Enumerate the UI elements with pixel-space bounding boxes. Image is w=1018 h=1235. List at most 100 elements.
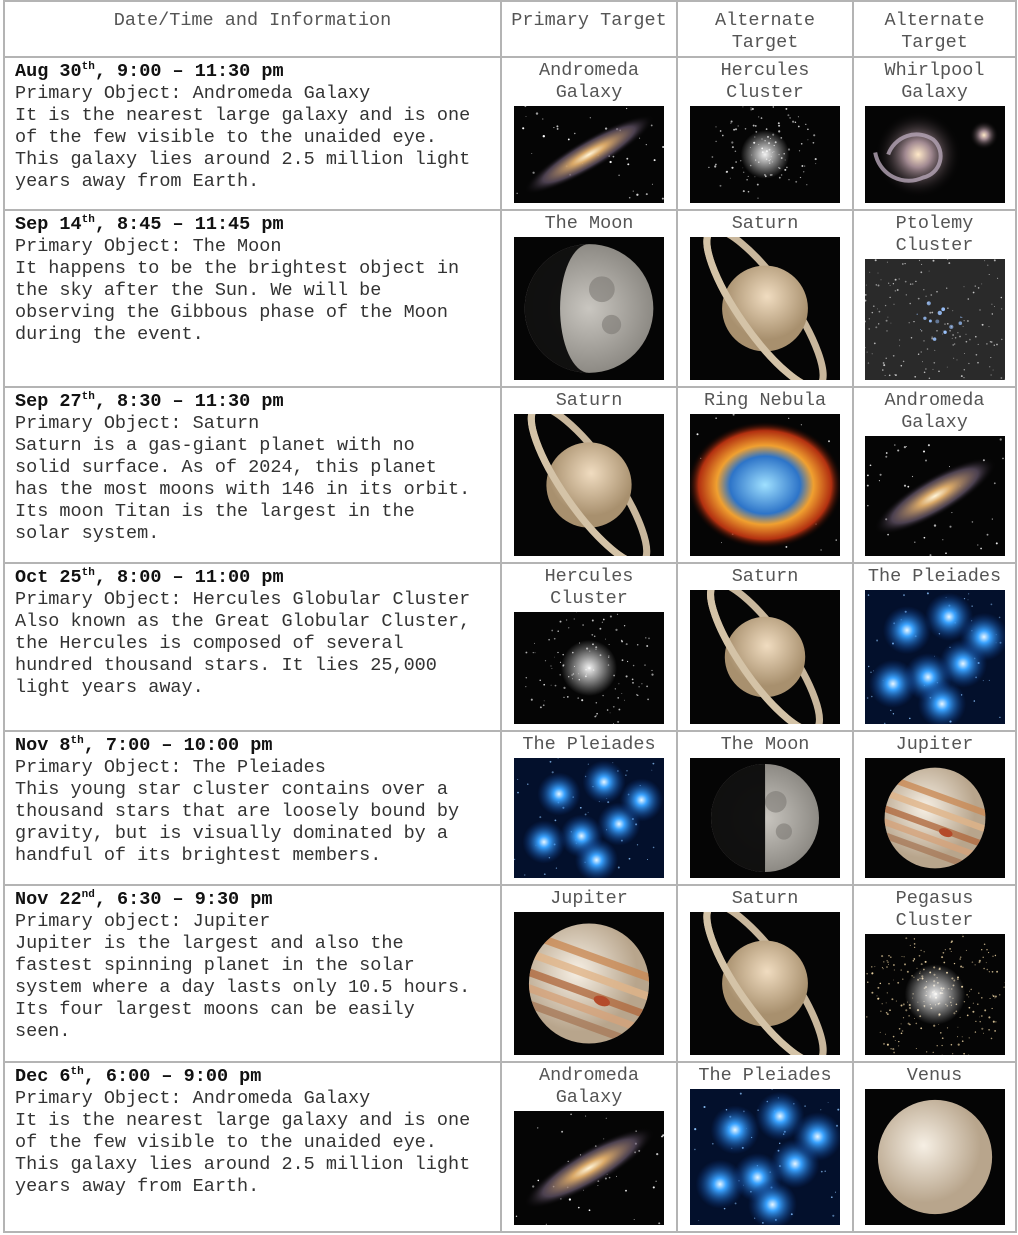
primary-object: Primary Object: The Pleiades — [15, 757, 500, 779]
date-ordinal: th — [82, 567, 95, 579]
target-cell: Jupiter — [853, 731, 1016, 885]
target-cell: The Moon — [501, 210, 677, 387]
description-line: Saturn is a gas-giant planet with no — [15, 435, 500, 457]
description-line: Its moon Titan is the largest in the — [15, 501, 500, 523]
target-image — [865, 436, 1005, 556]
description-line: observing the Gibbous phase of the Moon — [15, 302, 500, 324]
target-cell: Whirlpool Galaxy — [853, 57, 1016, 210]
target-image — [690, 237, 840, 380]
description-line: the sky after the Sun. We will be — [15, 280, 500, 302]
description-line: Its four largest moons can be easily — [15, 999, 500, 1021]
description-line: hundred thousand stars. It lies 25,000 — [15, 655, 500, 677]
date: Nov 8 — [15, 735, 71, 756]
description-line: Also known as the Great Globular Cluster… — [15, 611, 500, 633]
target-image — [690, 106, 840, 203]
target-label: The Pleiades — [854, 564, 1015, 588]
primary-object: Primary Object: Andromeda Galaxy — [15, 83, 500, 105]
description-line: seen. — [15, 1021, 500, 1043]
date-time: Sep 27th, 8:30 – 11:30 pm — [15, 391, 500, 413]
date: Dec 6 — [15, 1066, 71, 1087]
header-cell: Alternate Target — [677, 1, 853, 57]
target-image — [514, 758, 664, 878]
target-image — [514, 106, 664, 203]
primary-object: Primary object: Jupiter — [15, 911, 500, 933]
target-label: Jupiter — [854, 732, 1015, 756]
description-line: It is the nearest large galaxy and is on… — [15, 105, 500, 127]
target-image — [514, 414, 664, 556]
description-line: of the few visible to the unaided eye. — [15, 127, 500, 149]
target-image — [865, 1089, 1005, 1225]
description-line: years away from Earth. — [15, 171, 500, 193]
target-cell: Jupiter — [501, 885, 677, 1062]
target-label: Andromeda Galaxy — [502, 58, 676, 104]
time: , 7:00 – 10:00 pm — [84, 735, 273, 756]
date: Oct 25 — [15, 567, 82, 588]
description-line: Jupiter is the largest and also the — [15, 933, 500, 955]
target-cell: Saturn — [501, 387, 677, 563]
description-line: the Hercules is composed of several — [15, 633, 500, 655]
date-time: Sep 14th, 8:45 – 11:45 pm — [15, 214, 500, 236]
date-ordinal: th — [82, 391, 95, 403]
target-label: The Pleiades — [502, 732, 676, 756]
target-cell: Hercules Cluster — [501, 563, 677, 731]
date-ordinal: th — [82, 214, 95, 226]
description-line: of the few visible to the unaided eye. — [15, 1132, 500, 1154]
description-line: light years away. — [15, 677, 500, 699]
date: Nov 22 — [15, 889, 82, 910]
target-image — [690, 414, 840, 556]
target-label: Jupiter — [502, 886, 676, 910]
primary-object: Primary Object: Saturn — [15, 413, 500, 435]
primary-object: Primary Object: The Moon — [15, 236, 500, 258]
date-ordinal: th — [82, 61, 95, 73]
header-cell: Primary Target — [501, 1, 677, 57]
target-label: Hercules Cluster — [502, 564, 676, 610]
date-ordinal: th — [71, 735, 84, 747]
target-cell: Ptolemy Cluster — [853, 210, 1016, 387]
description-line: solid surface. As of 2024, this planet — [15, 457, 500, 479]
description-line: thousand stars that are loosely bound by — [15, 801, 500, 823]
target-cell: Ring Nebula — [677, 387, 853, 563]
description-line: solar system. — [15, 523, 500, 545]
description-line: It is the nearest large galaxy and is on… — [15, 1110, 500, 1132]
time: , 8:45 – 11:45 pm — [95, 214, 284, 235]
description-line: gravity, but is visually dominated by a — [15, 823, 500, 845]
target-image — [514, 237, 664, 380]
target-cell: Hercules Cluster — [677, 57, 853, 210]
target-image — [514, 912, 664, 1055]
date-time: Nov 22nd, 6:30 – 9:30 pm — [15, 889, 500, 911]
description-line: years away from Earth. — [15, 1176, 500, 1198]
time: , 9:00 – 11:30 pm — [95, 61, 284, 82]
target-image — [865, 259, 1005, 380]
description-line: This young star cluster contains over a — [15, 779, 500, 801]
target-label: Saturn — [678, 211, 852, 235]
header-cell: Alternate Target — [853, 1, 1016, 57]
page: Date/Time and InformationPrimary TargetA… — [0, 0, 1018, 1235]
description-line: handful of its brightest members. — [15, 845, 500, 867]
target-cell: Pegasus Cluster — [853, 885, 1016, 1062]
description-line: This galaxy lies around 2.5 million ligh… — [15, 149, 500, 171]
time: , 8:00 – 11:00 pm — [95, 567, 284, 588]
target-cell: Saturn — [677, 563, 853, 731]
target-label: Ring Nebula — [678, 388, 852, 412]
target-image — [690, 1089, 840, 1225]
date-ordinal: th — [71, 1066, 84, 1078]
date-time: Oct 25th, 8:00 – 11:00 pm — [15, 567, 500, 589]
target-cell: Andromeda Galaxy — [501, 1062, 677, 1232]
target-label: Whirlpool Galaxy — [854, 58, 1015, 104]
date-time: Aug 30th, 9:00 – 11:30 pm — [15, 61, 500, 83]
target-image — [865, 106, 1005, 203]
time: , 8:30 – 11:30 pm — [95, 391, 284, 412]
description-line: during the event. — [15, 324, 500, 346]
target-label: Saturn — [678, 564, 852, 588]
target-cell: The Pleiades — [853, 563, 1016, 731]
target-image — [865, 934, 1005, 1055]
date: Aug 30 — [15, 61, 82, 82]
